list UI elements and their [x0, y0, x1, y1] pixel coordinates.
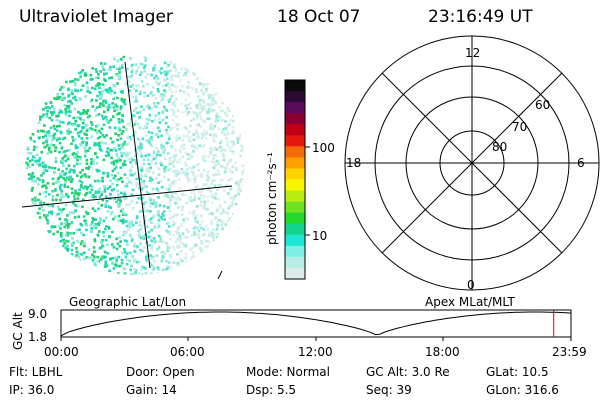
status-mode: Mode: Normal [246, 365, 330, 379]
header-date: 18 Oct 07 [277, 7, 361, 27]
orbit-left-label: Geographic Lat/Lon [69, 295, 187, 309]
status-gc-alt: GC Alt: 3.0 Re [366, 365, 450, 379]
status-glon: GLon: 316.6 [486, 383, 559, 397]
colorbar-cell [285, 124, 305, 136]
mlt-label-6: 6 [577, 156, 585, 170]
colorbar-cell [285, 234, 305, 247]
colorbar-cell [285, 190, 305, 203]
altitude-curve [60, 311, 572, 337]
orbit-xtick-0000: 00:00 [44, 345, 79, 359]
colorbar-cell [285, 157, 305, 170]
colorbar-cell [285, 245, 305, 258]
status-gain: Gain: 14 [126, 383, 177, 397]
colorbar-cell [285, 201, 305, 214]
status-flt: Flt: LBHL [9, 365, 63, 379]
colorbar-cell [285, 113, 305, 125]
mlt-label-0: 0 [467, 278, 475, 292]
orbit-xtick-2359: 23:59 [552, 345, 587, 359]
colorbar-cell [285, 267, 305, 280]
orbit-xtick-1800: 18:00 [425, 345, 460, 359]
colorbar-cell [285, 168, 305, 181]
colorbar-cell [285, 80, 305, 92]
status-door: Door: Open [126, 365, 195, 379]
header-title: Ultraviolet Imager [19, 7, 173, 27]
colorbar-cell [285, 256, 305, 269]
mlat-label-80: 80 [492, 140, 508, 154]
status-seq: Seq: 39 [366, 383, 412, 397]
status-ip: IP: 36.0 [9, 383, 55, 397]
header-time: 23:16:49 UT [428, 7, 533, 27]
orbit-plot-frame [60, 309, 572, 338]
orbit-xtick-1200: 12:00 [298, 345, 333, 359]
status-glat: GLat: 10.5 [486, 365, 549, 379]
status-dsp: Dsp: 5.5 [246, 383, 297, 397]
colorbar-cell [285, 179, 305, 192]
colorbar-cell [285, 135, 305, 147]
colorbar-cell [285, 91, 305, 103]
orbit-ytick-1-8: 1.8 [28, 330, 48, 344]
colorbar-cell [285, 212, 305, 225]
disk-tick-mark [217, 270, 223, 280]
orbit-xtick-0600: 06:00 [170, 345, 205, 359]
colorbar [284, 79, 310, 280]
uv-image-disk [21, 55, 245, 280]
orbit-right-label: Apex MLat/MLT [425, 295, 515, 309]
colorbar-cell [285, 146, 305, 158]
orbit-ytick-9: 9.0 [28, 307, 48, 321]
mlt-label-18: 18 [346, 156, 362, 170]
colorbar-cell [285, 102, 305, 114]
mlt-label-12: 12 [465, 46, 481, 60]
longitude-line [124, 61, 151, 269]
latitude-line [21, 185, 233, 208]
polar-grid [344, 35, 600, 291]
orbit-ylabel: GC Alt [11, 312, 25, 350]
colorbar-unit-label: photon cm⁻²s⁻¹ [265, 152, 279, 245]
colorbar-tick-100: 100 [312, 141, 335, 155]
mlat-label-70: 70 [512, 120, 528, 134]
colorbar-tick-10: 10 [312, 229, 328, 243]
mlat-label-60: 60 [535, 98, 551, 112]
orbit-plot [60, 309, 572, 341]
colorbar-cell [285, 223, 305, 236]
